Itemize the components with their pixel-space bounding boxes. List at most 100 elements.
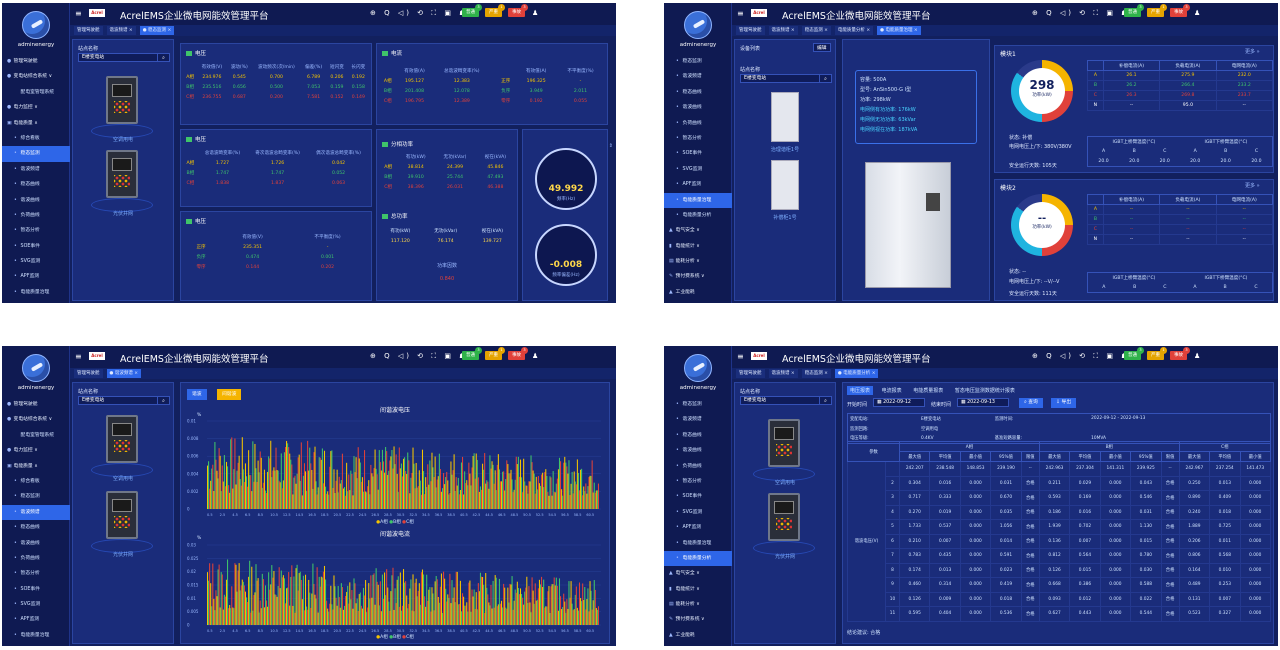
sidebar-item[interactable]: ✎ 预付费系统 ∨ [664, 612, 732, 627]
toolbar-icons[interactable]: ⊕ Q ◁) ⟲ ⛶ ▣ ☗ [1032, 352, 1131, 360]
sidebar-item[interactable]: • SOE事件 [2, 239, 70, 254]
page-tab[interactable]: ● 电能质量治理 × [877, 26, 921, 35]
sidebar-item[interactable]: ✎ 预付费系统 ∨ [664, 269, 732, 284]
site-select[interactable]: E楼变电站 ⌕ [78, 396, 170, 405]
query-button[interactable]: ⌕ 查询 [1019, 398, 1043, 408]
export-button[interactable]: ⇩ 导出 [1051, 398, 1077, 408]
sidebar-item[interactable]: • 谐波曲线 [664, 100, 732, 115]
page-tab[interactable]: 稳态监测 × [801, 369, 831, 378]
page-tab[interactable]: ● 稳态监测 × [139, 26, 175, 35]
site-select[interactable]: E楼变电站 ⌕ [78, 53, 170, 62]
alarm-accident-badge[interactable]: 事故 3 [508, 347, 528, 360]
site-select[interactable]: E楼变电站 ⌕ [740, 396, 832, 405]
page-tab[interactable]: ● 电能质量分析 × [834, 369, 879, 378]
toolbar-icons[interactable]: ⊕ Q ◁) ⟲ ⛶ ▣ ☗ [1032, 9, 1131, 17]
sidebar-item[interactable]: ▤ 能耗分析 ∨ [664, 597, 732, 612]
toolbar-icons[interactable]: ⊕ Q ◁) ⟲ ⛶ ▣ ☗ [370, 352, 469, 360]
sidebar-item[interactable]: • 负荷曲线 [2, 551, 70, 566]
toolbar-icons[interactable]: ⊕ Q ◁) ⟲ ⛶ ▣ ☗ [370, 9, 469, 17]
page-tab[interactable]: 电能质量分析 × [834, 26, 874, 35]
sidebar-item[interactable]: • SOE事件 [2, 582, 70, 597]
device-label-2[interactable]: 光伏并网 [112, 552, 133, 558]
user-avatar[interactable] [22, 11, 50, 39]
cabinet-image-2[interactable] [771, 160, 799, 210]
user-avatar[interactable] [22, 354, 50, 382]
sidebar-item[interactable]: • APF监测 [2, 269, 70, 284]
sidebar-item[interactable]: • 稳态监测 [664, 397, 732, 412]
sidebar-item[interactable]: • SVG监测 [664, 505, 732, 520]
sidebar-item[interactable]: 配电室管理系统 [2, 428, 70, 443]
sidebar-item[interactable]: ▤ 能耗分析 ∨ [664, 254, 732, 269]
menu-toggle-icon[interactable]: ≡ [737, 9, 744, 18]
user-icon[interactable]: ♟ [532, 9, 539, 17]
page-tab[interactable]: ● 谐波频谱 × [106, 369, 142, 378]
sidebar-item[interactable]: • 负荷曲线 [664, 116, 732, 131]
sidebar-item[interactable]: • APF监测 [664, 177, 732, 192]
sidebar-item[interactable]: • 谐波频谱 [2, 504, 70, 521]
sidebar-item[interactable]: • 负荷曲线 [2, 208, 70, 223]
sidebar-item[interactable]: • 谐波曲线 [2, 536, 70, 551]
page-tab[interactable]: 谐波频谱 × [106, 26, 136, 35]
sidebar-item[interactable]: • 暂态分析 [2, 223, 70, 238]
alarm-severe-badge[interactable]: 严重 1 [1147, 347, 1167, 360]
sidebar-item[interactable]: ● 管理驾驶舱 [2, 54, 70, 69]
interharmonic-button[interactable]: 间谐波 [217, 389, 242, 400]
page-tab[interactable]: 管理驾驶舱 [74, 26, 103, 35]
device-label-1[interactable]: 治理谐柜1号 [770, 147, 800, 153]
sidebar-item[interactable]: ● 变电站综合系统 ∨ [2, 69, 70, 84]
sidebar-item[interactable]: • SOE事件 [664, 489, 732, 504]
sidebar-item[interactable]: ▣ 电能质量 ∧ [2, 116, 70, 131]
sidebar-item[interactable]: ● 管理驾驶舱 [2, 397, 70, 412]
menu-toggle-icon[interactable]: ≡ [737, 352, 744, 361]
user-avatar[interactable] [684, 354, 712, 382]
sidebar-item[interactable]: • 稳态监测 [2, 146, 70, 162]
page-tab[interactable]: 谐波频谱 × [768, 26, 798, 35]
sidebar-item[interactable]: • SOE事件 [664, 146, 732, 161]
sidebar-item[interactable]: ▲ 电气安全 ∨ [664, 566, 732, 581]
sidebar-item[interactable]: • 暂态分析 [2, 566, 70, 581]
meter-device-2[interactable] [768, 493, 800, 541]
sidebar-item[interactable]: • 暂态分析 [664, 474, 732, 489]
alarm-normal-badge[interactable]: 普通 3 [462, 4, 482, 17]
page-tab[interactable]: 稳态监测 × [801, 26, 831, 35]
alarm-normal-badge[interactable]: 普通 3 [1124, 347, 1144, 360]
device-label-2[interactable]: 补偿柜1号 [773, 215, 797, 221]
device-label-1[interactable]: 空调用电 [112, 137, 133, 143]
user-icon[interactable]: ♟ [532, 352, 539, 360]
menu-toggle-icon[interactable]: ≡ [75, 352, 82, 361]
tab-current-report[interactable]: 电流报表 [881, 388, 902, 394]
sidebar-item[interactable]: • 电能质量分析 [664, 550, 732, 567]
device-label-2[interactable]: 光伏并网 [112, 211, 133, 217]
device-label-2[interactable]: 光伏并网 [774, 554, 795, 560]
alarm-severe-badge[interactable]: 严重 1 [485, 347, 505, 360]
meter-device-2[interactable] [106, 491, 138, 539]
tab-pq-report[interactable]: 电能质量报表 [913, 388, 944, 394]
page-tab[interactable]: 管理驾驶舱 [736, 369, 765, 378]
alarm-accident-badge[interactable]: 事故 3 [508, 4, 528, 17]
alarm-accident-badge[interactable]: 事故 3 [1170, 4, 1190, 17]
sidebar-item[interactable]: • 电能质量治理 [2, 628, 70, 643]
meter-device-2[interactable] [106, 150, 138, 198]
sidebar-item[interactable]: ▲ 工业能耗 [664, 628, 732, 643]
start-date-input[interactable]: ▦ 2022-09-12 [873, 398, 925, 407]
end-date-input[interactable]: ▦ 2022-09-13 [957, 398, 1009, 407]
sidebar-item[interactable]: ● 电力监控 ∨ [2, 443, 70, 458]
sidebar-item[interactable]: • 谐波频谱 [664, 412, 732, 427]
page-tab[interactable]: 管理驾驶舱 [74, 369, 103, 378]
sidebar-item[interactable]: ● 电力监控 ∨ [2, 100, 70, 115]
sidebar-item[interactable]: • 稳态曲线 [664, 85, 732, 100]
sidebar-item[interactable]: • 谐波曲线 [664, 443, 732, 458]
sidebar-item[interactable]: • 暂态分析 [664, 131, 732, 146]
sidebar-item[interactable]: • 电能质量分析 [664, 208, 732, 223]
device-label-1[interactable]: 空调用电 [112, 476, 133, 482]
sidebar-item[interactable]: ▮ 电能统计 ∨ [664, 239, 732, 254]
sidebar-item[interactable]: ▮ 电能统计 ∨ [664, 582, 732, 597]
sidebar-item[interactable]: • 谐波曲线 [2, 193, 70, 208]
cabinet-image-1[interactable] [771, 92, 799, 142]
sidebar-item[interactable]: • 谐波频谱 [664, 69, 732, 84]
tab-transient-report[interactable]: 暂态电压监测数据统计报表 [954, 388, 1015, 394]
edit-button[interactable]: 编辑 [813, 43, 831, 52]
sidebar-item[interactable]: • SVG监测 [2, 254, 70, 269]
site-select[interactable]: E楼变电站 ⌕ [740, 74, 832, 83]
page-tab[interactable]: 管理驾驶舱 [736, 26, 765, 35]
